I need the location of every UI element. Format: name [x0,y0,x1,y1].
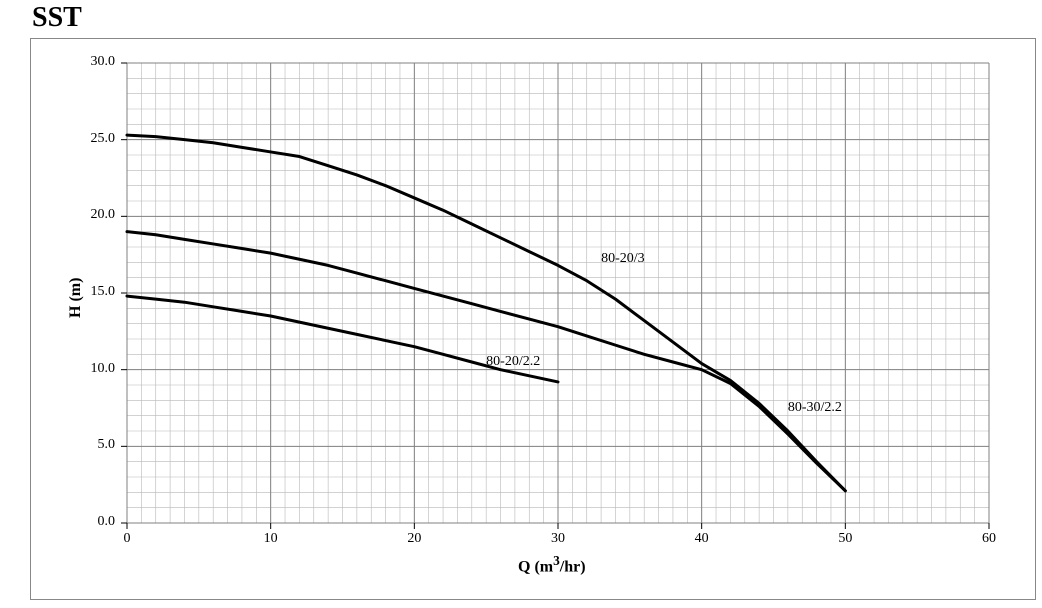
y-tick-label: 25.0 [91,131,116,147]
series-label: 80-20/2.2 [486,354,540,370]
series-label: 80-30/2.2 [788,400,842,416]
x-tick-label: 30 [546,531,570,547]
x-tick-label: 40 [690,531,714,547]
x-tick-label: 20 [402,531,426,547]
series-label: 80-20/3 [601,251,645,267]
y-tick-label: 5.0 [98,437,116,453]
chart-outer-border: H (m) Q (m3/hr) 0 10 20 30 40 50 60 0.0 5.0 10.0… [30,38,1036,600]
y-tick-label: 20.0 [91,207,116,223]
x-axis-label: Q (m3/hr) [518,553,586,576]
chart-title: SST [32,2,82,34]
y-tick-label: 0.0 [98,514,116,530]
chart-plot-svg [31,39,1037,601]
x-tick-label: 50 [833,531,857,547]
y-axis-label: H (m) [67,278,85,318]
x-tick-label: 60 [977,531,1001,547]
y-tick-label: 15.0 [91,284,116,300]
y-tick-label: 10.0 [91,361,116,377]
x-tick-label: 0 [115,531,139,547]
chart-axes [121,63,989,529]
x-tick-label: 10 [259,531,283,547]
y-tick-label: 30.0 [91,54,116,70]
